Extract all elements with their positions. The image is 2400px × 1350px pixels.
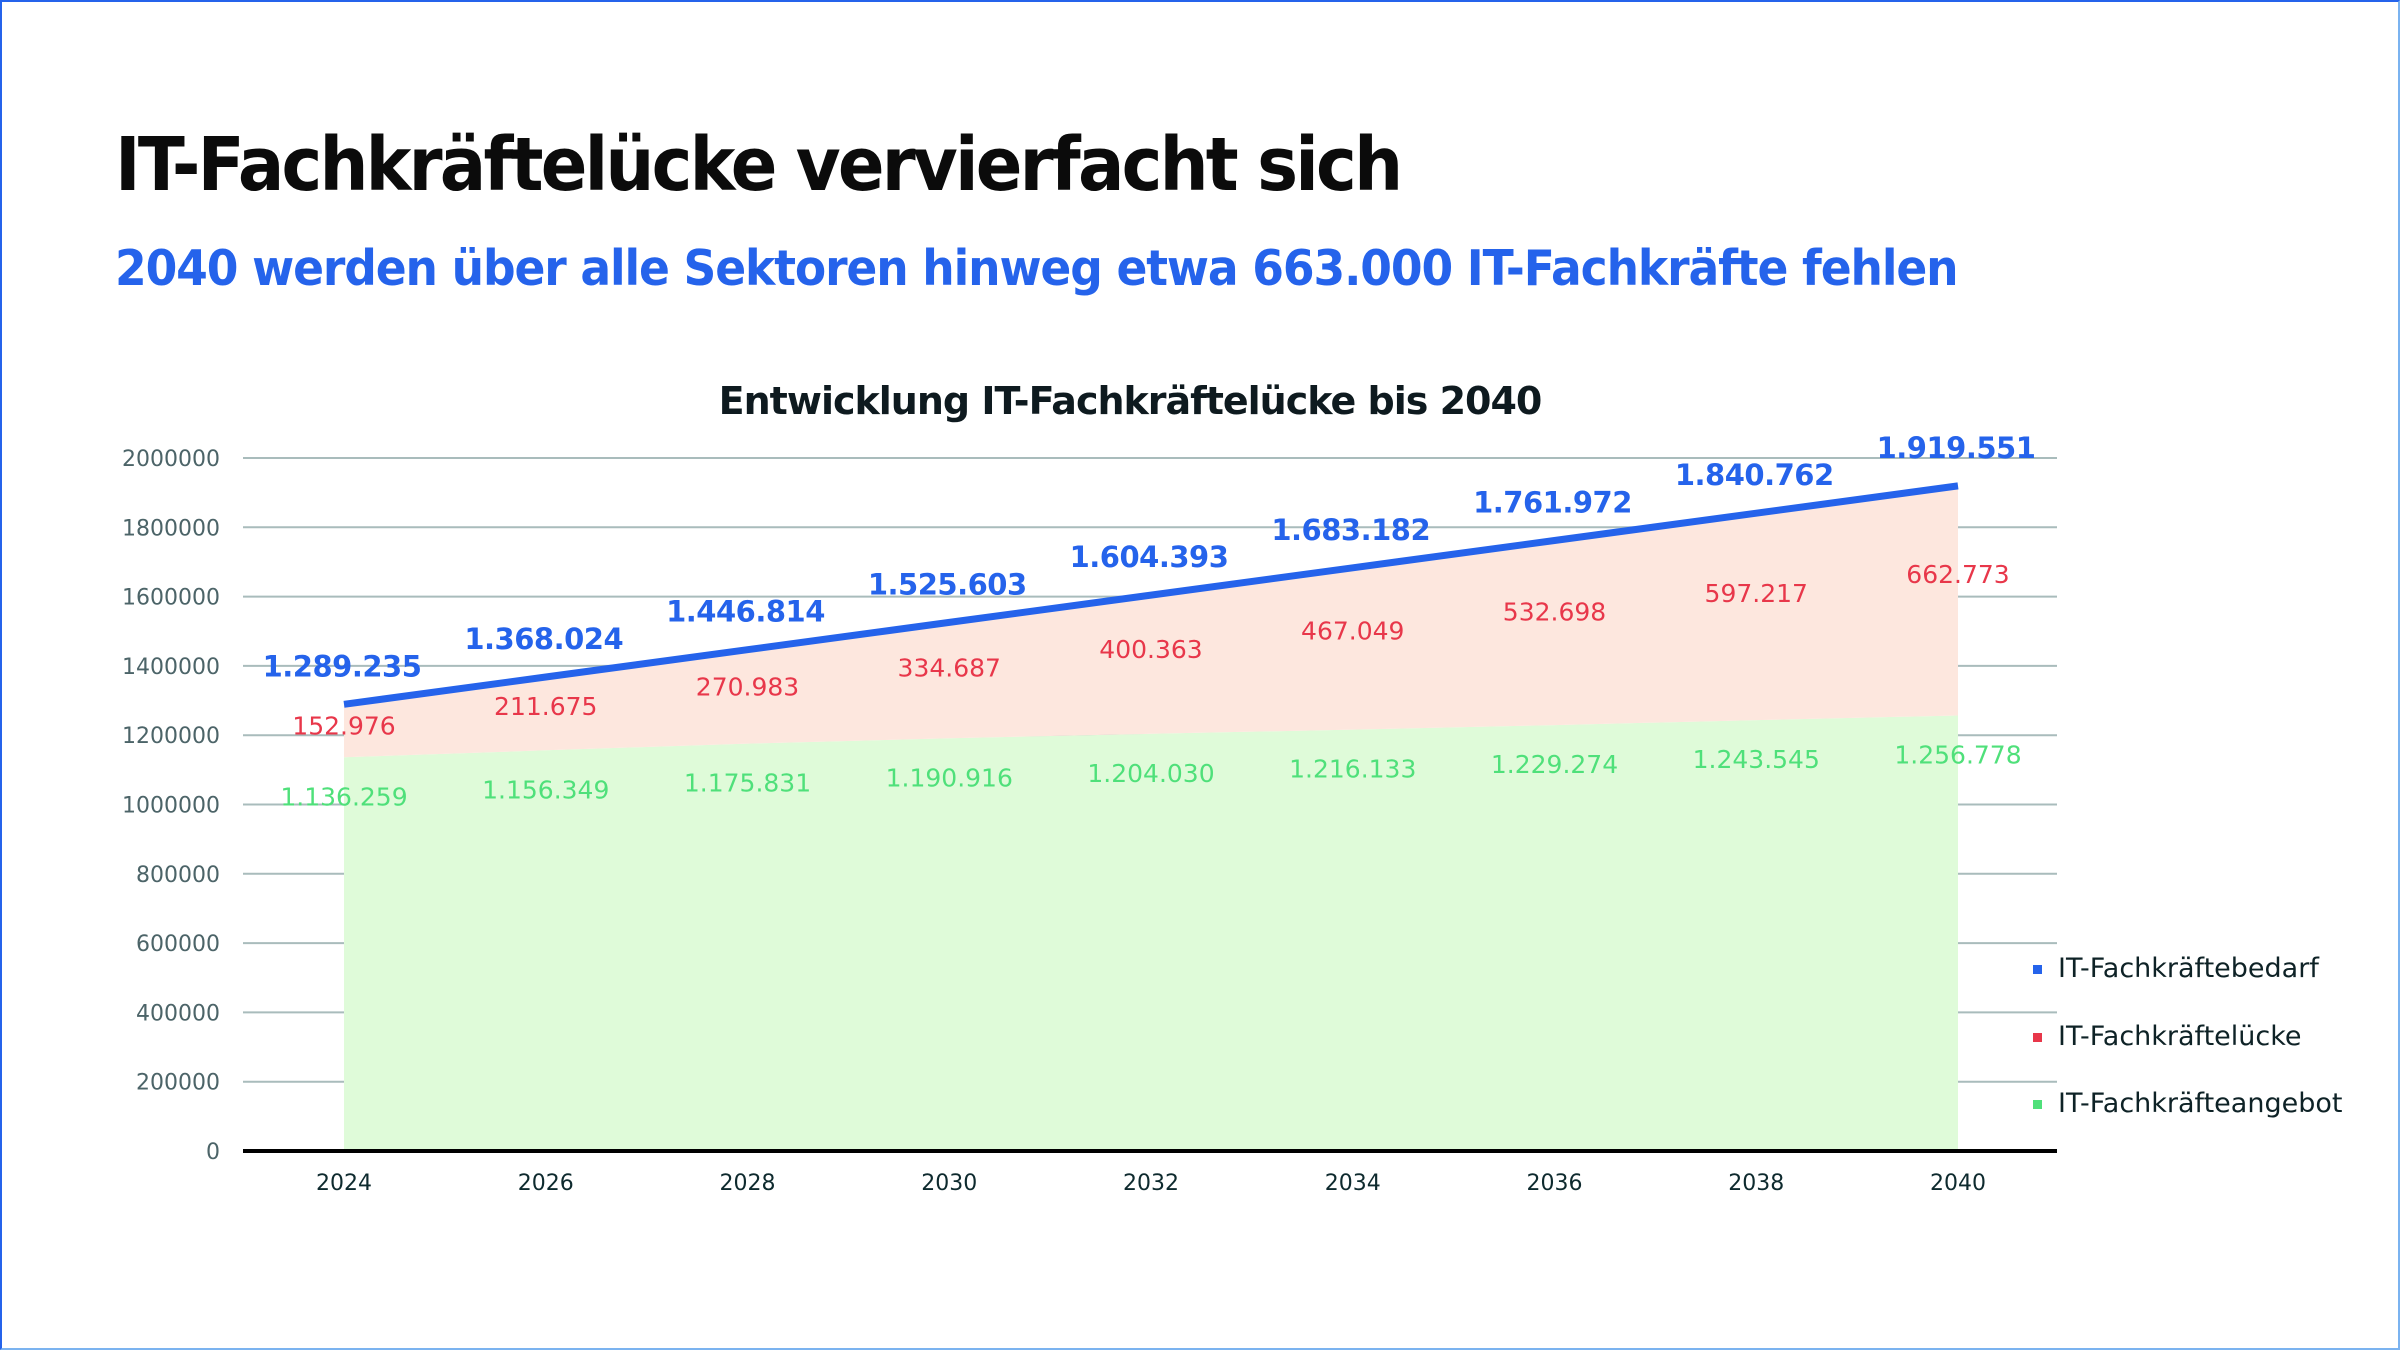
x-tick-label: 2034	[1325, 1171, 1381, 1196]
supply-data-label: 1.156.349	[482, 775, 609, 804]
x-tick-label: 2038	[1728, 1171, 1784, 1196]
x-tick-label: 2030	[921, 1171, 977, 1196]
y-tick-label: 400000	[136, 1001, 220, 1026]
demand-data-label: 1.525.603	[868, 567, 1027, 601]
legend-label: IT-Fachkräftelücke	[2058, 1021, 2302, 1052]
y-tick-label: 1200000	[122, 724, 220, 749]
y-tick-label: 1800000	[122, 516, 220, 541]
headline: IT-Fachkräftelücke vervierfacht sich	[115, 122, 1403, 208]
gap-data-label: 467.049	[1301, 616, 1404, 645]
y-tick-label: 800000	[136, 863, 220, 888]
gap-data-label: 400.363	[1099, 635, 1202, 664]
x-tick-label: 2036	[1527, 1171, 1583, 1196]
chart-title: Entwicklung IT-Fachkräftelücke bis 2040	[719, 379, 1542, 423]
supply-data-label: 1.175.831	[684, 769, 811, 798]
supply-data-label: 1.243.545	[1693, 745, 1820, 774]
x-axis-ticks: 2024 2026 2028 2030 2032 2034 2036 2038 2040	[316, 1171, 1986, 1196]
y-tick-label: 1400000	[122, 655, 220, 680]
demand-data-label: 1.919.551	[1877, 431, 2036, 465]
y-tick-label: 2000000	[122, 447, 220, 472]
legend-swatch-icon	[2033, 1100, 2042, 1109]
demand-series-line	[343, 482, 1959, 708]
supply-data-label: 1.229.274	[1491, 750, 1618, 779]
x-tick-label: 2040	[1930, 1171, 1986, 1196]
gap-data-label: 211.675	[494, 692, 597, 721]
x-tick-label: 2026	[518, 1171, 574, 1196]
legend-label: IT-Fachkräfteangebot	[2058, 1088, 2342, 1119]
demand-data-label: 1.683.182	[1271, 513, 1430, 547]
y-tick-label: 600000	[136, 932, 220, 957]
demand-data-label: 1.446.814	[666, 595, 825, 629]
supply-data-label: 1.136.259	[280, 782, 407, 811]
gap-area	[344, 485, 1958, 758]
demand-data-label: 1.289.235	[263, 649, 422, 683]
y-tick-label: 1000000	[122, 794, 220, 819]
subheadline: 2040 werden über alle Sektoren hinweg et…	[115, 240, 1959, 297]
x-tick-label: 2028	[720, 1171, 776, 1196]
y-tick-label: 1600000	[122, 586, 220, 611]
gap-data-label: 662.773	[1906, 560, 2009, 589]
demand-data-label: 1.604.393	[1070, 540, 1229, 574]
data-labels: 1.289.235 152.976 1.136.259 1.368.024 211.67…	[263, 431, 2036, 811]
gap-data-label: 532.698	[1503, 598, 1606, 627]
gap-data-label: 270.983	[696, 672, 799, 701]
areas	[344, 485, 1958, 1151]
legend-swatch-icon	[2033, 1033, 2042, 1042]
y-axis-ticks: 0 200000 400000 600000 800000 1000000 1200000 1…	[122, 447, 220, 1165]
demand-line	[343, 482, 1959, 708]
demand-data-label: 1.368.024	[464, 622, 623, 656]
legend-label: IT-Fachkräftebedarf	[2058, 953, 2320, 984]
y-tick-label: 200000	[136, 1071, 220, 1096]
x-tick-label: 2024	[316, 1171, 372, 1196]
supply-data-label: 1.216.133	[1289, 755, 1416, 784]
gap-data-label: 152.976	[292, 711, 395, 740]
supply-data-label: 1.256.778	[1894, 741, 2021, 770]
gap-data-label: 334.687	[898, 653, 1001, 682]
demand-data-label: 1.840.762	[1675, 458, 1834, 492]
gap-data-label: 597.217	[1705, 579, 1808, 608]
demand-data-label: 1.761.972	[1473, 485, 1632, 519]
supply-area	[344, 715, 1958, 1151]
legend-swatch-icon	[2033, 965, 2042, 974]
x-tick-label: 2032	[1123, 1171, 1179, 1196]
legend: IT-Fachkräftebedarf IT-Fachkräftelücke IT-…	[2033, 953, 2342, 1119]
supply-data-label: 1.204.030	[1087, 759, 1214, 788]
supply-data-label: 1.190.916	[886, 763, 1013, 792]
y-tick-label: 0	[206, 1140, 220, 1165]
